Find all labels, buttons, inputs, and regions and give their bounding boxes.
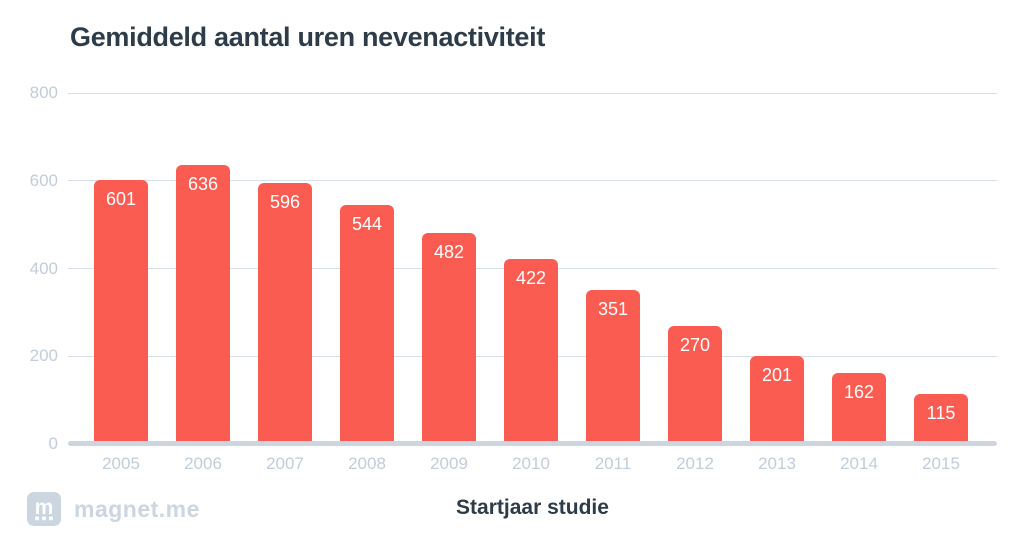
x-tick-label-2012: 2012 (676, 454, 714, 473)
gridline-600 (68, 180, 997, 182)
bar-value-label: 115 (926, 402, 956, 423)
x-axis: 2005 2006 2007 2008 2009 2010 2011 2012 2013 2014… (68, 454, 997, 476)
bar-value-label: 351 (597, 299, 629, 319)
bar-2015: 115 (914, 393, 968, 444)
bar-value-label: 636 (187, 173, 219, 194)
chart-title: Gemiddeld aantal uren nevenactiviteit (70, 22, 546, 52)
gridline-800 (68, 92, 997, 94)
brand-footer: m magnet.me (27, 492, 200, 526)
x-axis-baseline (68, 441, 997, 446)
x-tick-label-2013: 2013 (758, 454, 796, 473)
bar-2007: 596 (258, 182, 312, 444)
bar-value-label: 601 (105, 189, 137, 210)
bar-2010: 422 (504, 258, 558, 444)
svg-text:m: m (35, 496, 54, 519)
bar-value-label: 270 (679, 334, 711, 355)
bar-2011: 351 (586, 290, 640, 444)
x-tick-label-2015: 2015 (922, 454, 960, 473)
x-tick-label-2007: 2007 (266, 454, 304, 473)
bar-2006: 636 (176, 164, 230, 444)
x-tick-label-2011: 2011 (594, 454, 632, 473)
y-tick-label: 400 (29, 258, 58, 278)
magnet-m-icon: m (27, 492, 61, 526)
x-tick-label-2010: 2010 (512, 454, 550, 473)
bar-2008: 544 (340, 205, 394, 444)
bar-value-label: 162 (843, 381, 875, 402)
bar-value-label: 201 (761, 364, 793, 385)
bar-2012: 270 (668, 325, 722, 444)
plot-area: 601 636 596 544 482 422 351 270 201 162 115 (68, 92, 997, 446)
x-tick-label-2006: 2006 (184, 454, 222, 473)
x-tick-label-2008: 2008 (348, 454, 386, 473)
bar-value-label: 544 (351, 214, 383, 235)
bar-2013: 201 (750, 355, 804, 444)
x-tick-label-2009: 2009 (430, 454, 468, 473)
x-axis-title: Startjaar studie (456, 496, 609, 519)
bar-value-label: 422 (515, 267, 547, 288)
bar-value-label: 482 (433, 241, 465, 262)
y-tick-label: 200 (29, 346, 58, 366)
x-tick-label-2014: 2014 (840, 454, 878, 473)
bar-value-label: 596 (269, 191, 301, 212)
y-tick-label: 600 (29, 170, 58, 190)
y-tick-label: 0 (48, 434, 58, 453)
bar-2014: 162 (832, 372, 886, 444)
x-tick-label-2005: 2005 (102, 454, 140, 473)
brand-name: magnet.me (74, 495, 200, 522)
bar-2009: 482 (422, 232, 476, 444)
bar-2005: 601 (94, 180, 148, 444)
y-tick-label: 800 (29, 83, 58, 102)
